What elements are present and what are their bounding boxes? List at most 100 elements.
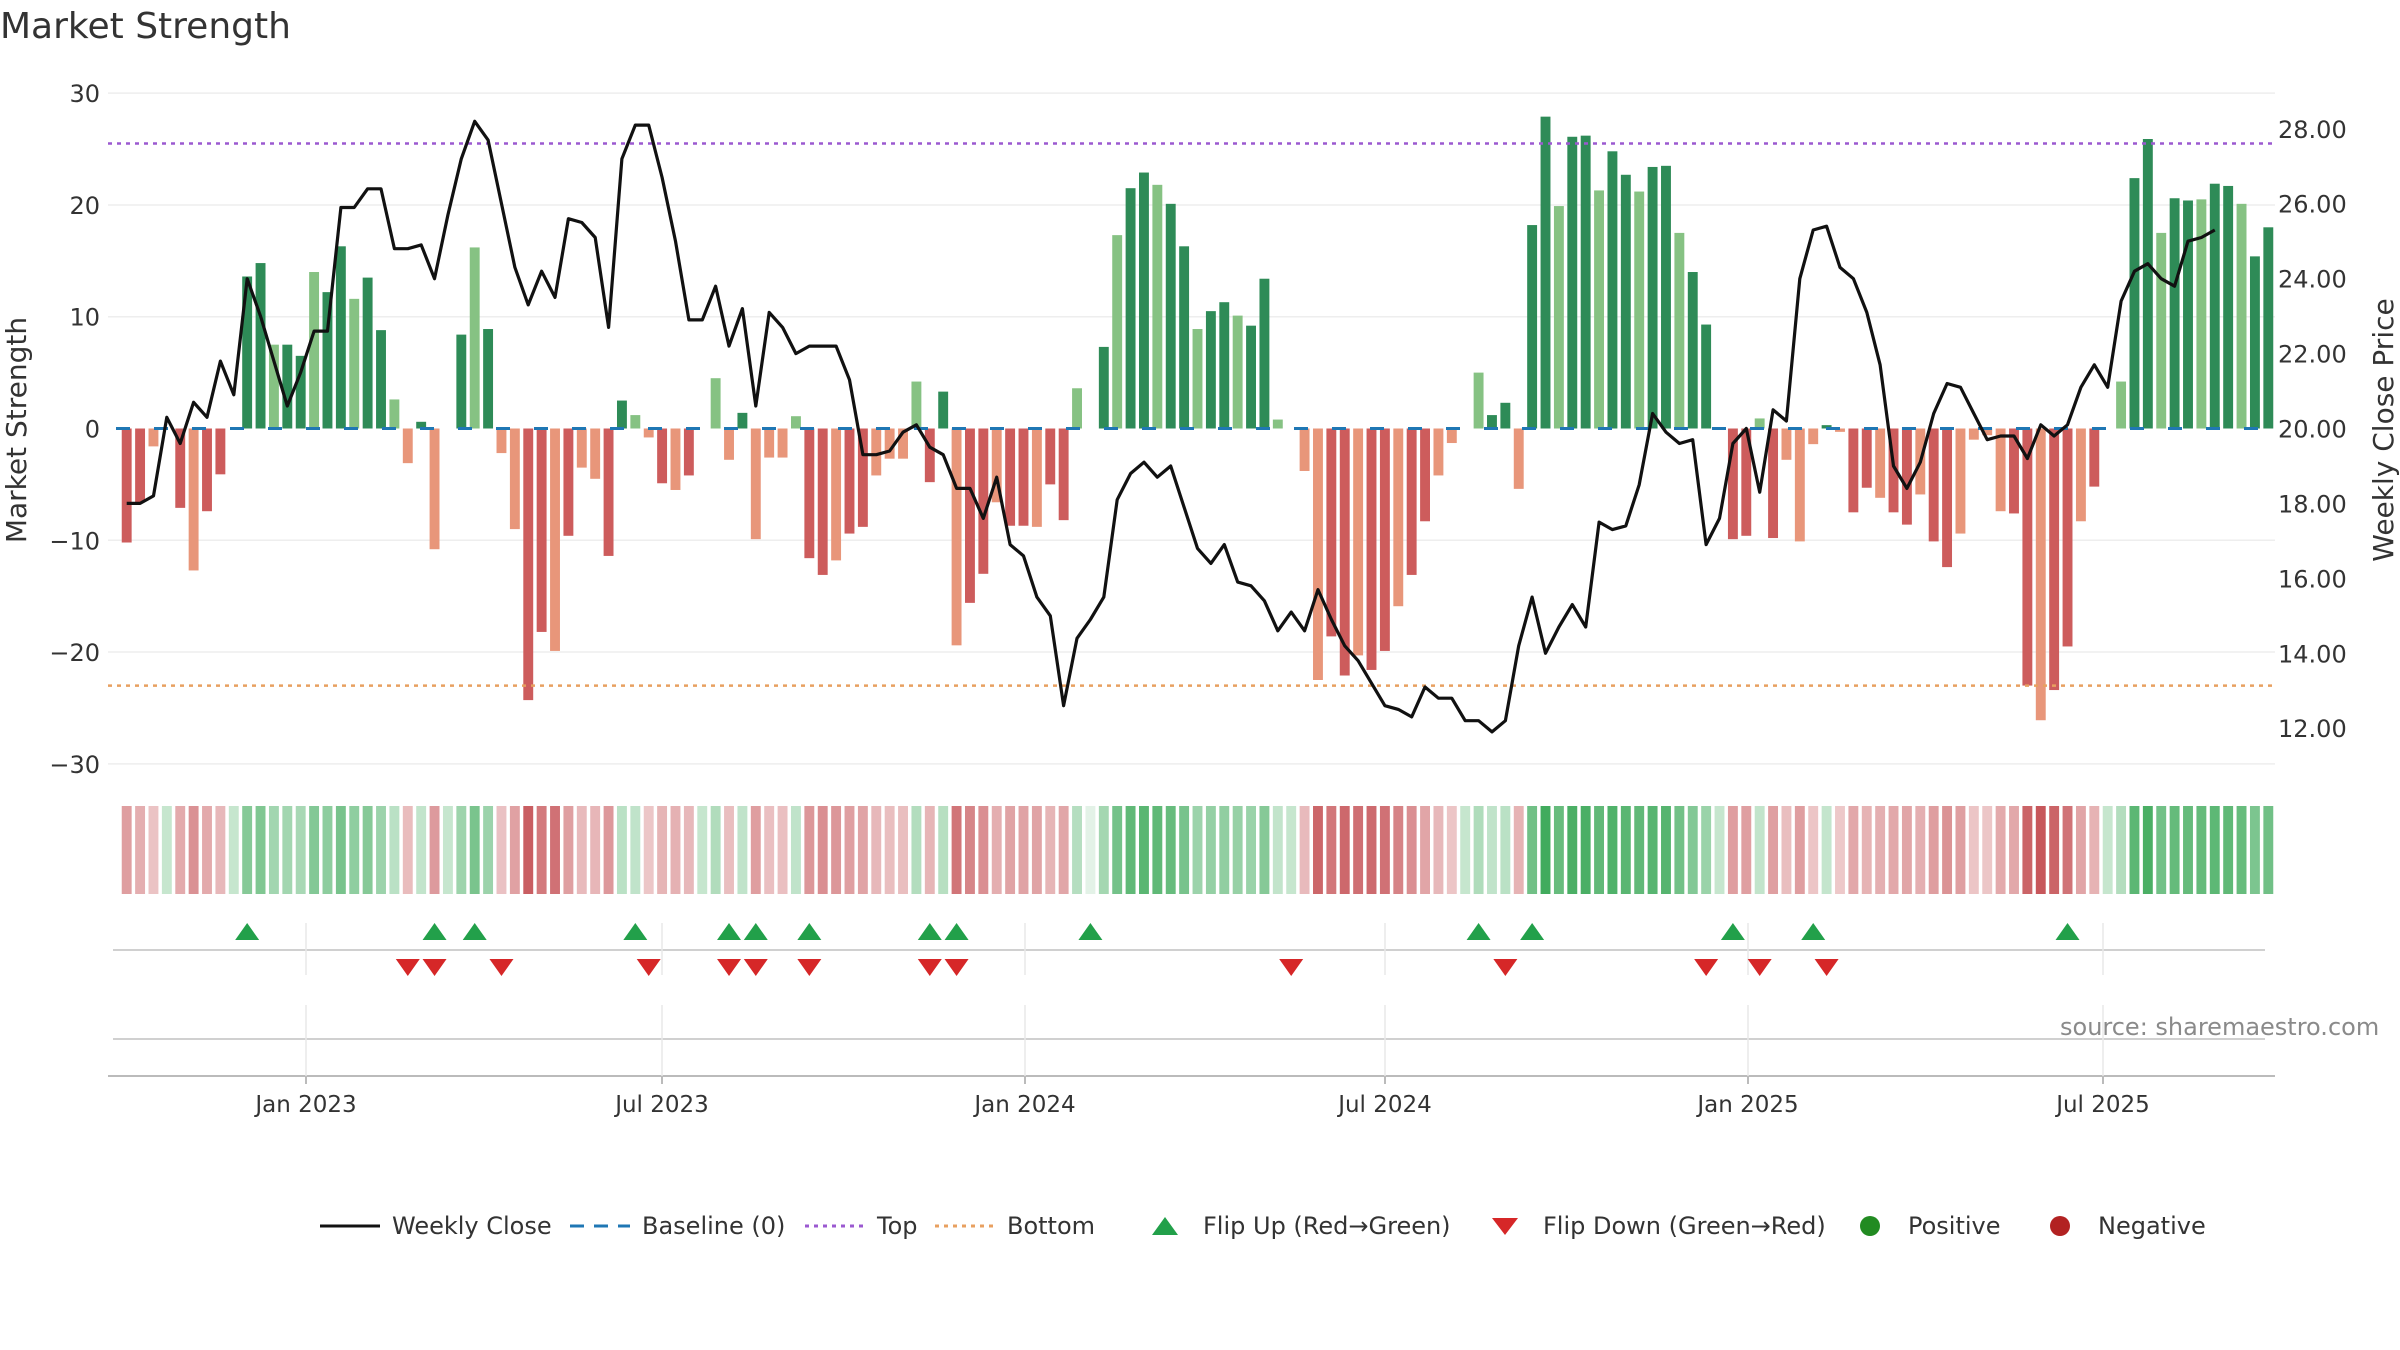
strength-bar [616, 400, 627, 429]
heat-cell [1875, 806, 1886, 894]
flip-down-marker [1694, 959, 1719, 976]
strength-bar [295, 355, 306, 429]
flip-down-marker [944, 959, 969, 976]
strength-bar [1473, 372, 1484, 429]
strength-bar [2142, 139, 2153, 429]
strength-bar [1661, 165, 1671, 429]
strength-bar [978, 428, 989, 574]
strength-bar [1727, 428, 1738, 540]
line-icon [320, 1224, 380, 1228]
heat-cell [469, 806, 480, 894]
strength-bar [523, 428, 534, 701]
flip-up-marker [917, 923, 942, 940]
heat-cell [1513, 806, 1524, 894]
strength-bar [1888, 428, 1899, 513]
legend-top: Top [805, 1208, 918, 1244]
strength-bar [1179, 246, 1190, 429]
flip-down-marker [717, 959, 742, 976]
heat-cell [1928, 806, 1939, 894]
strength-bar [1808, 428, 1819, 445]
strength-bar [804, 428, 815, 559]
flip-up-marker [1520, 923, 1545, 940]
strength-bar [1072, 388, 1082, 429]
legend-label: Top [877, 1212, 918, 1240]
heat-cell [1366, 806, 1377, 894]
heat-cell [1500, 806, 1511, 894]
strength-bar [871, 428, 882, 476]
heat-cell [523, 806, 534, 894]
heat-cell [1647, 806, 1658, 894]
strength-bar [2129, 178, 2140, 429]
strength-bar [1192, 329, 1203, 429]
heat-cell [898, 806, 908, 894]
heat-cell [188, 806, 199, 894]
heat-cell [1460, 806, 1471, 894]
strength-bar [1393, 428, 1404, 607]
axes: 30 20 10 0 −10 −20 −30 28.00 26.00 24.00 22.00 20.0… [0, 80, 2400, 1118]
strength-bar [2263, 227, 2274, 429]
heat-cell [1861, 806, 1872, 894]
heat-cell [1205, 806, 1216, 894]
strength-bar [643, 428, 654, 438]
strength-bar [202, 428, 212, 512]
legend-bottom: Bottom [935, 1208, 1095, 1244]
heat-cell [924, 806, 935, 894]
strength-bar [1487, 415, 1497, 429]
heat-cell [1741, 806, 1752, 894]
heat-cell [2142, 806, 2153, 894]
strength-bar [1687, 272, 1698, 429]
strength-bar [1701, 324, 1712, 429]
heat-cell [1005, 806, 1016, 894]
strength-bar [1232, 315, 1243, 429]
gridlines [108, 92, 2275, 1077]
y-right-axis-label: Weekly Close Price [2367, 298, 2400, 561]
flip-down-marker [1814, 959, 1839, 976]
strength-bar [469, 247, 480, 429]
heat-cell [1058, 806, 1069, 894]
y-right-tick-label: 12.00 [2278, 715, 2347, 743]
strength-bar [1031, 428, 1042, 527]
strength-bar [2009, 428, 2019, 514]
strength-bar [1674, 232, 1685, 429]
strength-bar [1794, 428, 1805, 542]
heat-cell [1339, 806, 1350, 894]
strength-bar [1299, 428, 1310, 471]
strength-bar [282, 344, 293, 429]
strength-bar [362, 277, 373, 429]
heat-cell [2022, 806, 2033, 894]
strength-bar [817, 428, 828, 575]
strength-bar [1901, 428, 1912, 525]
heat-cell [2183, 806, 2193, 894]
strength-bar [389, 399, 400, 429]
legend-baseline: Baseline (0) [570, 1208, 785, 1244]
strength-bar [790, 416, 801, 429]
strength-bar [1620, 174, 1631, 429]
flip-down-marker [917, 959, 942, 976]
y-right-tick-label: 14.00 [2278, 640, 2347, 668]
dotted-line-icon [805, 1224, 865, 1228]
heat-cell [2236, 806, 2247, 894]
heat-cell [202, 806, 212, 894]
heat-cell [1821, 806, 1832, 894]
heat-cell [509, 806, 520, 894]
heat-cell [416, 806, 427, 894]
strength-bar [1313, 428, 1323, 680]
heat-cell [1540, 806, 1551, 894]
strength-bar [1567, 136, 1578, 429]
flip-up-marker [743, 923, 768, 940]
heat-cell [135, 806, 146, 894]
flip-up-marker [717, 923, 742, 940]
flip-down-marker [395, 959, 420, 976]
heat-cell [1259, 806, 1270, 894]
flip-down-marker [636, 959, 661, 976]
flip-down-marker [489, 959, 514, 976]
heat-cell [1687, 806, 1698, 894]
strength-bar [831, 428, 842, 561]
y-tick-label: −20 [49, 639, 100, 667]
strength-bar [2196, 199, 2207, 429]
heat-cell [268, 806, 279, 894]
strength-bar [268, 344, 279, 429]
heat-cell [737, 806, 748, 894]
heat-cell [2049, 806, 2060, 894]
heat-cell [2062, 806, 2073, 894]
